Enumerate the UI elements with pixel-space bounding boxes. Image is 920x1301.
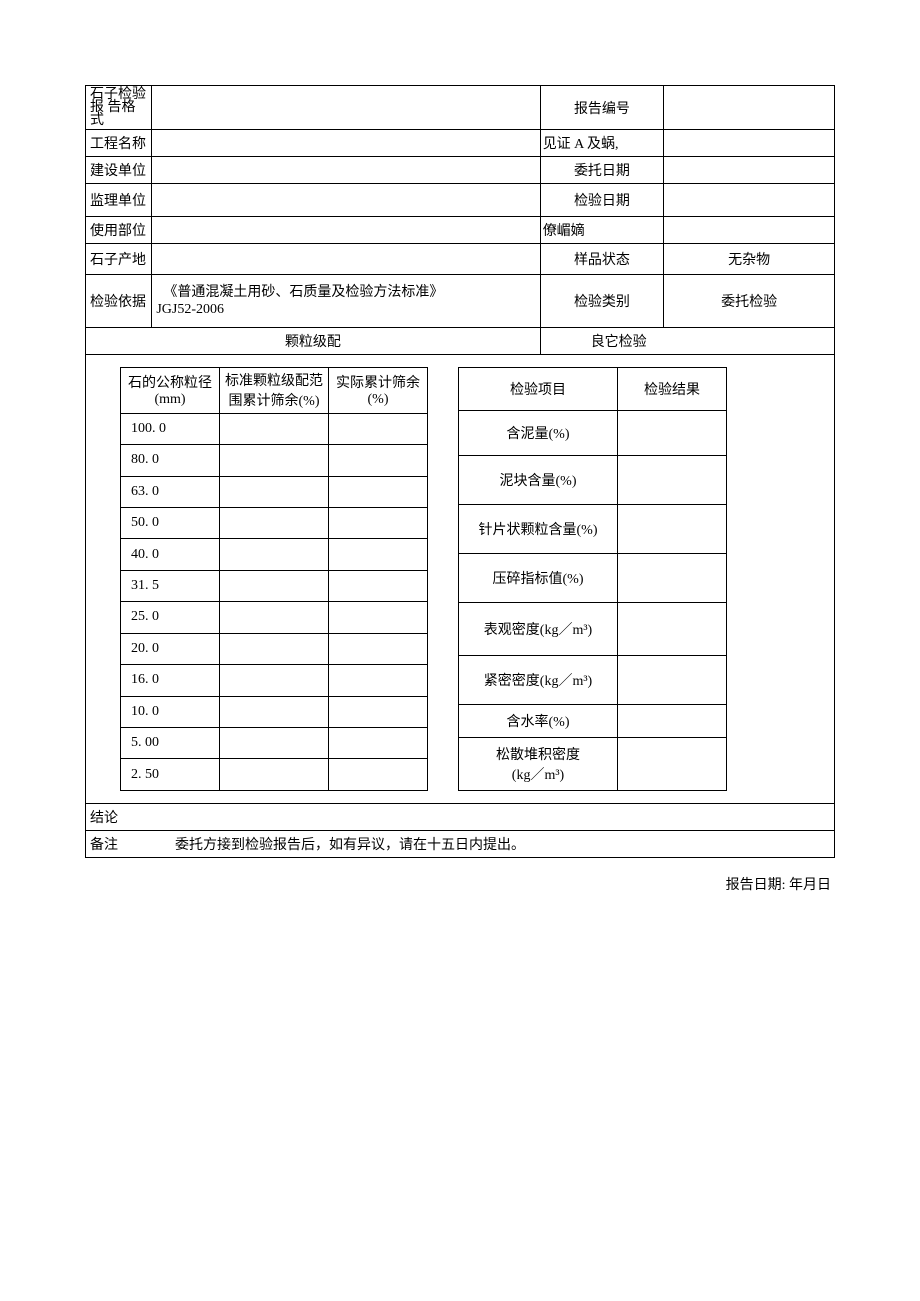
particle-size-table: 石的公称粒径 (mm) 标准颗粒级配范围累计筛余(%) 实际累计筛余 (%) 1…: [120, 367, 428, 791]
conclusion-row: 结论: [86, 804, 835, 831]
std-cumulative-cell: [220, 445, 329, 476]
inspection-items-table: 检验项目 检验结果 含泥量(%)泥块含量(%)针片状颗粒含量(%)压碎指标值(%…: [458, 367, 727, 791]
label-witness: 见证 A 及蜗,: [540, 130, 664, 157]
value-witness: [664, 130, 835, 157]
value-builder: [152, 157, 540, 184]
label-basis: 检验依据: [86, 275, 152, 328]
rt-colA: 检验项目: [459, 368, 618, 411]
label-format: 石子检验报 告格式: [86, 86, 152, 130]
particle-size-value: 5. 00: [121, 728, 220, 759]
label-builder: 建设单位: [86, 157, 152, 184]
particle-size-value: 20. 0: [121, 633, 220, 664]
actual-cumulative-cell: [329, 633, 428, 664]
value-basis: 《普通混凝土用砂、石质量及检验方法标准》 JGJ52-2006: [152, 275, 540, 328]
rt-colB: 检验结果: [618, 368, 727, 411]
lt-col1: 石的公称粒径 (mm): [121, 368, 220, 414]
inspection-item-label: 表观密度(kg／m³): [459, 603, 618, 656]
inspection-item-label: 针片状颗粒含量(%): [459, 505, 618, 554]
label-project: 工程名称: [86, 130, 152, 157]
particle-size-value: 16. 0: [121, 665, 220, 696]
inspection-item-result: [618, 656, 727, 705]
inspection-item-result: [618, 456, 727, 505]
particle-size-value: 50. 0: [121, 507, 220, 538]
inspection-item-result: [618, 603, 727, 656]
actual-cumulative-cell: [329, 602, 428, 633]
particle-size-value: 10. 0: [121, 696, 220, 727]
value-row1: [152, 86, 540, 130]
report-date: 报告日期: 年月日: [85, 858, 835, 894]
particle-size-value: 40. 0: [121, 539, 220, 570]
value-row5-right: [664, 217, 835, 244]
label-sample-state: 样品状态: [540, 244, 664, 275]
std-cumulative-cell: [220, 665, 329, 696]
inspection-item-label: 泥块含量(%): [459, 456, 618, 505]
std-cumulative-cell: [220, 539, 329, 570]
remark-text: 委托方接到检验报告后，如有异议，请在十五日内提出。: [175, 838, 525, 853]
std-cumulative-cell: [220, 759, 329, 791]
particle-size-value: 2. 50: [121, 759, 220, 791]
actual-cumulative-cell: [329, 476, 428, 507]
label-origin: 石子产地: [86, 244, 152, 275]
value-origin: [152, 244, 540, 275]
remark-label: 备注: [90, 838, 118, 853]
std-cumulative-cell: [220, 476, 329, 507]
inspection-item-result: [618, 554, 727, 603]
label-supervisor: 监理单位: [86, 184, 152, 217]
conclusion-label: 结论: [90, 811, 118, 826]
value-inspect-date: [664, 184, 835, 217]
std-cumulative-cell: [220, 728, 329, 759]
value-location: [152, 217, 540, 244]
value-project: [152, 130, 540, 157]
actual-cumulative-cell: [329, 696, 428, 727]
value-supervisor: [152, 184, 540, 217]
actual-cumulative-cell: [329, 507, 428, 538]
value-sample-state: 无杂物: [664, 244, 835, 275]
particle-size-value: 80. 0: [121, 445, 220, 476]
inspection-item-label: 松散堆积密度 (kg／m³): [459, 738, 618, 791]
std-cumulative-cell: [220, 633, 329, 664]
inspection-item-label: 压碎指标值(%): [459, 554, 618, 603]
value-inspect-type: 委托检验: [664, 275, 835, 328]
label-entrust-date: 委托日期: [540, 157, 664, 184]
actual-cumulative-cell: [329, 665, 428, 696]
section-title-left: 颗粒级配: [86, 328, 541, 355]
inspection-item-result: [618, 738, 727, 791]
std-cumulative-cell: [220, 413, 329, 444]
inspection-item-result: [618, 705, 727, 738]
label-inspect-date: 检验日期: [540, 184, 664, 217]
inspection-item-label: 紧密密度(kg／m³): [459, 656, 618, 705]
lt-col3: 实际累计筛余 (%): [329, 368, 428, 414]
actual-cumulative-cell: [329, 728, 428, 759]
actual-cumulative-cell: [329, 445, 428, 476]
std-cumulative-cell: [220, 507, 329, 538]
label-row5-right: 僚嵋嫡: [540, 217, 664, 244]
inspection-item-result: [618, 505, 727, 554]
remark-row: 备注 委托方接到检验报告后，如有异议，请在十五日内提出。: [86, 831, 835, 858]
label-location: 使用部位: [86, 217, 152, 244]
actual-cumulative-cell: [329, 539, 428, 570]
lt-col2: 标准颗粒级配范围累计筛余(%): [220, 368, 329, 414]
inspection-item-label: 含水率(%): [459, 705, 618, 738]
inspection-item-result: [618, 411, 727, 456]
particle-size-value: 100. 0: [121, 413, 220, 444]
std-cumulative-cell: [220, 696, 329, 727]
value-report-no: [664, 86, 835, 130]
report-table: 石子检验报 告格式 报告编号 工程名称 见证 A 及蜗, 建设单位 委托日期 监…: [85, 85, 835, 858]
label-inspect-type: 检验类别: [540, 275, 664, 328]
value-entrust-date: [664, 157, 835, 184]
label-report-no: 报告编号: [540, 86, 664, 130]
actual-cumulative-cell: [329, 570, 428, 601]
data-area: 石的公称粒径 (mm) 标准颗粒级配范围累计筛余(%) 实际累计筛余 (%) 1…: [90, 361, 830, 797]
section-title-right: 良它检验: [540, 328, 834, 355]
particle-size-value: 63. 0: [121, 476, 220, 507]
actual-cumulative-cell: [329, 759, 428, 791]
inspection-item-label: 含泥量(%): [459, 411, 618, 456]
particle-size-value: 31. 5: [121, 570, 220, 601]
std-cumulative-cell: [220, 602, 329, 633]
particle-size-value: 25. 0: [121, 602, 220, 633]
actual-cumulative-cell: [329, 413, 428, 444]
std-cumulative-cell: [220, 570, 329, 601]
